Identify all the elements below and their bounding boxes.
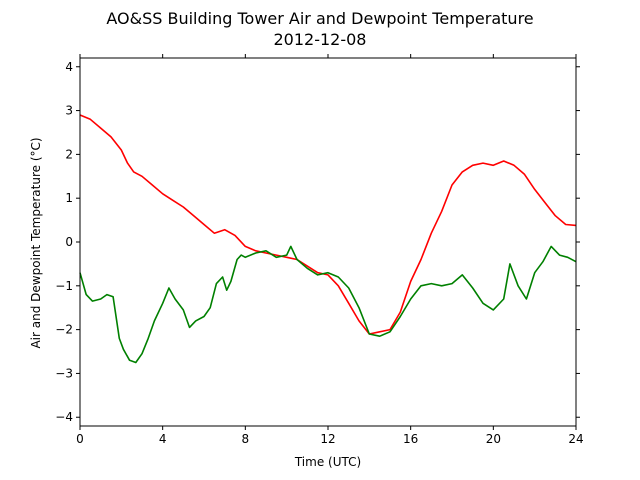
- x-tick-label: 4: [159, 432, 167, 446]
- y-tick-label: −1: [55, 279, 73, 293]
- y-tick-label: 2: [65, 147, 73, 161]
- y-tick-label: −3: [55, 366, 73, 380]
- chart-subtitle: 2012-12-08: [274, 30, 367, 49]
- x-tick-label: 12: [320, 432, 335, 446]
- chart-title: AO&SS Building Tower Air and Dewpoint Te…: [106, 9, 533, 28]
- series-line-1: [79, 245, 577, 364]
- y-tick-label: 3: [65, 104, 73, 118]
- x-tick-label: 24: [568, 432, 583, 446]
- x-tick-label: 0: [76, 432, 84, 446]
- y-tick-label: 4: [65, 60, 73, 74]
- y-tick-label: −4: [55, 410, 73, 424]
- y-tick-label: 0: [65, 235, 73, 249]
- x-tick-label: 20: [486, 432, 501, 446]
- y-axis-label: Air and Dewpoint Temperature (°C): [29, 137, 43, 348]
- y-tick-label: 1: [65, 191, 73, 205]
- x-tick-label: 8: [242, 432, 250, 446]
- x-tick-label: 16: [403, 432, 418, 446]
- plot-frame: [79, 57, 577, 427]
- y-tick-label: −2: [55, 323, 73, 337]
- x-axis-label: Time (UTC): [294, 455, 361, 469]
